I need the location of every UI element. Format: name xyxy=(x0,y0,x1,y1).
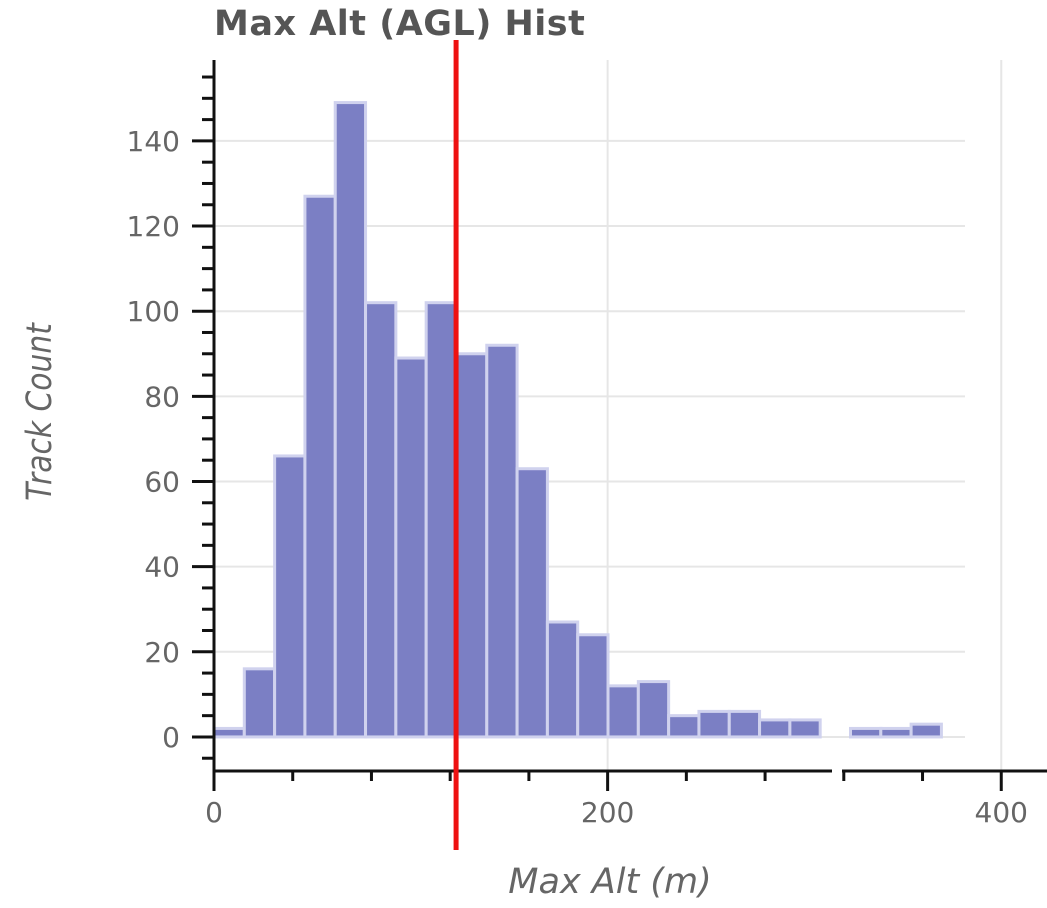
y-tick-label: 100 xyxy=(127,295,180,328)
histogram-bar xyxy=(545,620,580,739)
histogram-bar xyxy=(394,356,428,739)
histogram-bar xyxy=(848,726,883,739)
histogram-bar xyxy=(697,709,731,739)
histogram-bar xyxy=(273,454,307,739)
y-axis-label: Track Count xyxy=(20,323,60,501)
histogram-bar xyxy=(212,726,246,739)
y-tick-label: 60 xyxy=(144,465,180,498)
y-tick-label: 20 xyxy=(144,636,180,669)
histogram-bars xyxy=(212,101,943,739)
axes: 0 20 40 60 80 100 120 140 0 200 400 xyxy=(127,60,1047,829)
y-tick-label: 40 xyxy=(144,551,180,584)
histogram-bar xyxy=(303,194,337,739)
y-tick-label: 80 xyxy=(144,380,180,413)
histogram-bar xyxy=(515,467,549,739)
histogram-bar xyxy=(242,667,277,739)
histogram-bar xyxy=(485,343,519,739)
histogram-bar xyxy=(667,714,701,739)
x-axis-label: Max Alt (m) xyxy=(508,862,712,902)
histogram-bar xyxy=(424,301,458,739)
x-tick-label: 0 xyxy=(205,796,223,829)
y-tick-label: 140 xyxy=(127,125,180,158)
histogram-bar xyxy=(788,718,822,739)
x-tick-label: 400 xyxy=(975,796,1028,829)
chart-title: Max Alt (AGL) Hist xyxy=(214,4,586,44)
histogram-bar xyxy=(758,718,792,739)
histogram-bar xyxy=(636,680,671,739)
histogram-bar xyxy=(454,352,489,739)
histogram-bar xyxy=(727,709,762,739)
histogram-bar xyxy=(909,722,943,739)
histogram-bar xyxy=(606,684,640,739)
x-tick-label: 200 xyxy=(581,796,634,829)
histogram-bar xyxy=(576,633,610,739)
histogram-bar xyxy=(879,726,913,739)
histogram-bar xyxy=(333,101,368,739)
y-tick-label: 0 xyxy=(162,721,180,754)
histogram-bar xyxy=(364,301,398,739)
y-tick-label: 120 xyxy=(127,210,180,243)
